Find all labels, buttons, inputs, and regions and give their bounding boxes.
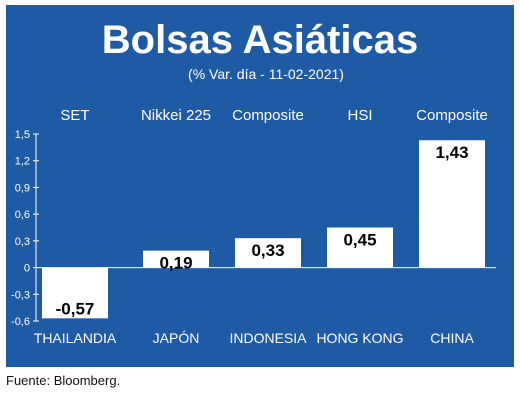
y-tick-label: 0,6 <box>15 209 30 221</box>
value-label: 0,33 <box>251 241 284 260</box>
y-tick-label: 1,2 <box>15 156 30 168</box>
y-axis: -0,6 -0,3 0 0,3 0,6 0,9 1,2 1,5 <box>11 129 39 328</box>
value-label: 0,19 <box>159 254 192 273</box>
chart-panel: Bolsas Asiáticas (% Var. día - 11-02-202… <box>6 5 514 367</box>
category-label: HONG KONG <box>316 330 403 346</box>
category-label: CHINA <box>430 330 474 346</box>
value-labels: -0,57 0,19 0,33 0,45 1,43 <box>56 143 469 318</box>
category-label: JAPÓN <box>153 330 200 346</box>
source-note: Fuente: Bloomberg. <box>6 373 121 388</box>
index-label: SET <box>60 107 89 124</box>
category-label: THAILANDIA <box>34 330 117 346</box>
value-label: 1,43 <box>435 143 468 162</box>
y-tick-label: 0,3 <box>15 236 30 248</box>
y-tick-label: 0,9 <box>15 182 30 194</box>
y-tick-label: -0,6 <box>11 316 30 328</box>
bars <box>36 140 496 319</box>
bar <box>419 140 485 268</box>
value-label: -0,57 <box>56 299 95 318</box>
index-label: HSI <box>347 107 372 124</box>
index-labels: SET Nikkei 225 Composite HSI Composite <box>60 107 487 124</box>
index-label: Nikkei 225 <box>141 107 211 124</box>
index-label: Composite <box>416 107 488 124</box>
category-label: INDONESIA <box>229 330 307 346</box>
y-tick-label: -0,3 <box>11 289 30 301</box>
bar <box>42 267 108 319</box>
value-label: 0,45 <box>343 231 376 250</box>
y-tick-label: 1,5 <box>15 129 30 141</box>
bar <box>327 227 393 268</box>
chart-svg: Bolsas Asiáticas (% Var. día - 11-02-202… <box>6 5 514 367</box>
y-tick-label: 0 <box>24 263 30 275</box>
category-labels: THAILANDIA JAPÓN INDONESIA HONG KONG CHINA <box>34 330 475 346</box>
chart-subtitle: (% Var. día - 11-02-2021) <box>188 66 344 82</box>
chart-title: Bolsas Asiáticas <box>102 18 418 62</box>
index-label: Composite <box>232 107 304 124</box>
bar <box>235 238 301 268</box>
bar <box>143 250 209 268</box>
